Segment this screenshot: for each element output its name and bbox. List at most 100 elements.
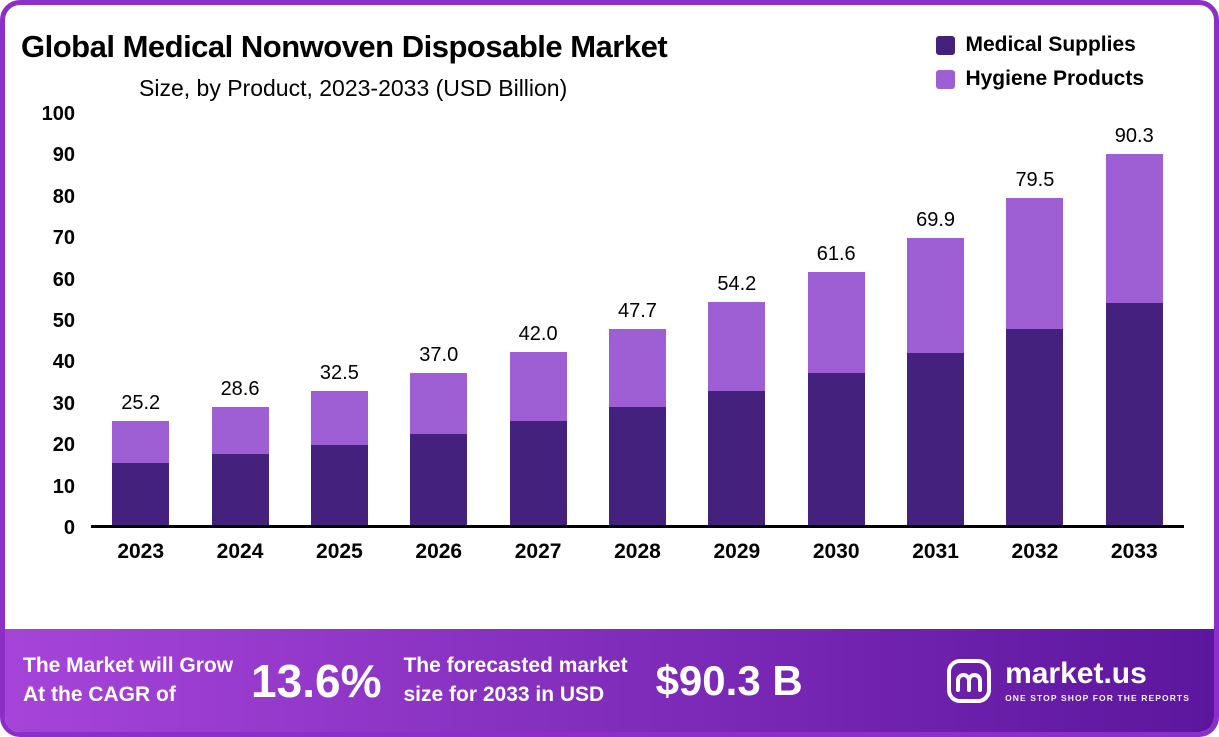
bar-segment-medical-supplies <box>1006 329 1064 525</box>
forecast-label-line-1: The forecasted market <box>403 654 628 678</box>
bar-segment-hygiene-products <box>907 237 965 353</box>
forecast-value: $90.3 B <box>655 656 803 704</box>
legend-swatch-hygiene-products <box>936 69 956 89</box>
bar-segment-medical-supplies <box>608 407 666 525</box>
cagr-label-line-2: At the CAGR of <box>23 682 176 706</box>
legend-label-medical-supplies: Medical Supplies <box>965 33 1136 56</box>
bar-segment-hygiene-products <box>410 372 468 434</box>
x-tick-label: 2026 <box>415 540 463 563</box>
y-tick-label: 20 <box>52 434 75 457</box>
bar-stack <box>112 421 170 525</box>
bar-group: 90.3 <box>1085 114 1184 525</box>
forecast-label: The forecasted market size for 2033 in U… <box>403 652 627 709</box>
bar-segment-hygiene-products <box>509 352 567 422</box>
legend-item-medical-supplies: Medical Supplies <box>936 33 1144 57</box>
cagr-label-line-1: The Market will Grow <box>23 654 234 678</box>
bar-stack <box>211 407 269 525</box>
y-tick-label: 90 <box>52 144 75 167</box>
bar-stack <box>1006 198 1064 525</box>
bar-segment-medical-supplies <box>410 433 468 525</box>
x-tick-label: 2033 <box>1110 540 1158 563</box>
header: Global Medical Nonwoven Disposable Marke… <box>5 5 1214 102</box>
bar-stack <box>410 372 468 525</box>
bar-group: 69.9 <box>886 114 985 525</box>
chart-title: Global Medical Nonwoven Disposable Marke… <box>21 29 668 64</box>
legend: Medical Supplies Hygiene Products <box>936 33 1144 91</box>
bar-group: 25.2 <box>91 114 190 525</box>
y-tick-label: 70 <box>52 227 75 250</box>
legend-swatch-medical-supplies <box>936 35 956 55</box>
brand-tagline: ONE STOP SHOP FOR THE REPORTS <box>1005 692 1190 703</box>
bar-segment-medical-supplies <box>211 454 269 525</box>
y-tick-label: 40 <box>52 351 75 374</box>
plot-row: 100 90 80 70 60 50 40 30 20 10 0 25.2 28.6 32.5 37.0 4… <box>19 103 1184 539</box>
market-us-logo-icon <box>947 658 992 703</box>
bar-total-label: 25.2 <box>121 392 161 415</box>
y-tick-label: 10 <box>52 475 75 498</box>
x-axis: 2023 2024 2025 2026 2027 2028 2029 2030 2031 2032… <box>91 540 1184 564</box>
bar-segment-medical-supplies <box>907 352 965 525</box>
brand-logo: market.us ONE STOP SHOP FOR THE REPORTS <box>945 657 1190 705</box>
x-tick-label: 2024 <box>216 540 264 563</box>
y-tick-label: 0 <box>63 516 75 539</box>
bar-segment-medical-supplies <box>708 391 766 525</box>
bar-group: 28.6 <box>190 114 289 525</box>
bar-total-label: 42.0 <box>518 323 558 346</box>
y-tick-label: 100 <box>41 103 75 125</box>
bar-stack <box>807 271 865 525</box>
cagr-label: The Market will Grow At the CAGR of <box>23 652 233 709</box>
title-block: Global Medical Nonwoven Disposable Marke… <box>21 29 668 102</box>
bar-stack <box>608 328 666 525</box>
x-tick-label: 2029 <box>713 540 761 563</box>
brand-name: market.us <box>1005 656 1147 690</box>
bar-segment-hygiene-products <box>310 391 368 445</box>
x-tick-label: 2030 <box>812 540 860 563</box>
bar-segment-medical-supplies <box>112 462 170 525</box>
bar-total-label: 69.9 <box>916 208 956 231</box>
x-axis-row: 2023 2024 2025 2026 2027 2028 2029 2030 2031 2032… <box>19 540 1184 564</box>
bar-segment-medical-supplies <box>1105 302 1163 525</box>
bar-segment-hygiene-products <box>1105 153 1163 303</box>
y-tick-label: 50 <box>52 309 75 332</box>
bar-group: 37.0 <box>389 114 488 525</box>
plot-area: 25.2 28.6 32.5 37.0 42.0 47.7 54.2 61.6 69.9 79.5… <box>91 114 1184 528</box>
bar-segment-medical-supplies <box>807 373 865 525</box>
x-axis-spacer <box>19 540 91 564</box>
bar-total-label: 47.7 <box>618 299 657 322</box>
x-tick-label: 2023 <box>117 540 165 563</box>
bar-group: 42.0 <box>488 114 587 525</box>
x-tick-label: 2025 <box>316 540 363 563</box>
x-tick-label: 2028 <box>614 540 661 563</box>
bar-group: 79.5 <box>985 114 1084 525</box>
x-tick-label: 2032 <box>1011 540 1059 563</box>
legend-item-hygiene-products: Hygiene Products <box>936 67 1144 91</box>
bar-total-label: 32.5 <box>319 362 359 385</box>
y-tick-label: 30 <box>52 392 75 415</box>
y-axis: 100 90 80 70 60 50 40 30 20 10 0 <box>19 102 91 540</box>
brand-text: market.us ONE STOP SHOP FOR THE REPORTS <box>1005 656 1190 703</box>
footer-banner: The Market will Grow At the CAGR of 13.6… <box>5 629 1214 732</box>
y-tick-label: 80 <box>52 185 75 208</box>
x-tick-label: 2027 <box>514 540 562 563</box>
bar-stack <box>310 391 368 525</box>
bar-segment-hygiene-products <box>112 421 170 463</box>
bar-group: 32.5 <box>290 114 389 525</box>
bar-segment-hygiene-products <box>211 407 269 455</box>
bar-segment-hygiene-products <box>807 271 865 374</box>
chart-subtitle: Size, by Product, 2023-2033 (USD Billion… <box>139 75 568 101</box>
bar-segment-medical-supplies <box>310 444 368 525</box>
bar-segment-medical-supplies <box>509 421 567 525</box>
cagr-value: 13.6% <box>251 654 382 707</box>
bar-group: 61.6 <box>787 114 886 525</box>
bar-total-label: 54.2 <box>717 273 757 296</box>
bar-total-label: 79.5 <box>1015 169 1055 192</box>
bar-segment-hygiene-products <box>608 328 666 408</box>
bar-stack <box>708 302 766 525</box>
bar-stack <box>907 237 965 525</box>
bar-group: 47.7 <box>588 114 687 525</box>
legend-label-hygiene-products: Hygiene Products <box>965 67 1144 90</box>
bar-total-label: 61.6 <box>816 242 856 265</box>
bar-total-label: 28.6 <box>220 378 260 401</box>
bar-segment-hygiene-products <box>1006 198 1064 330</box>
